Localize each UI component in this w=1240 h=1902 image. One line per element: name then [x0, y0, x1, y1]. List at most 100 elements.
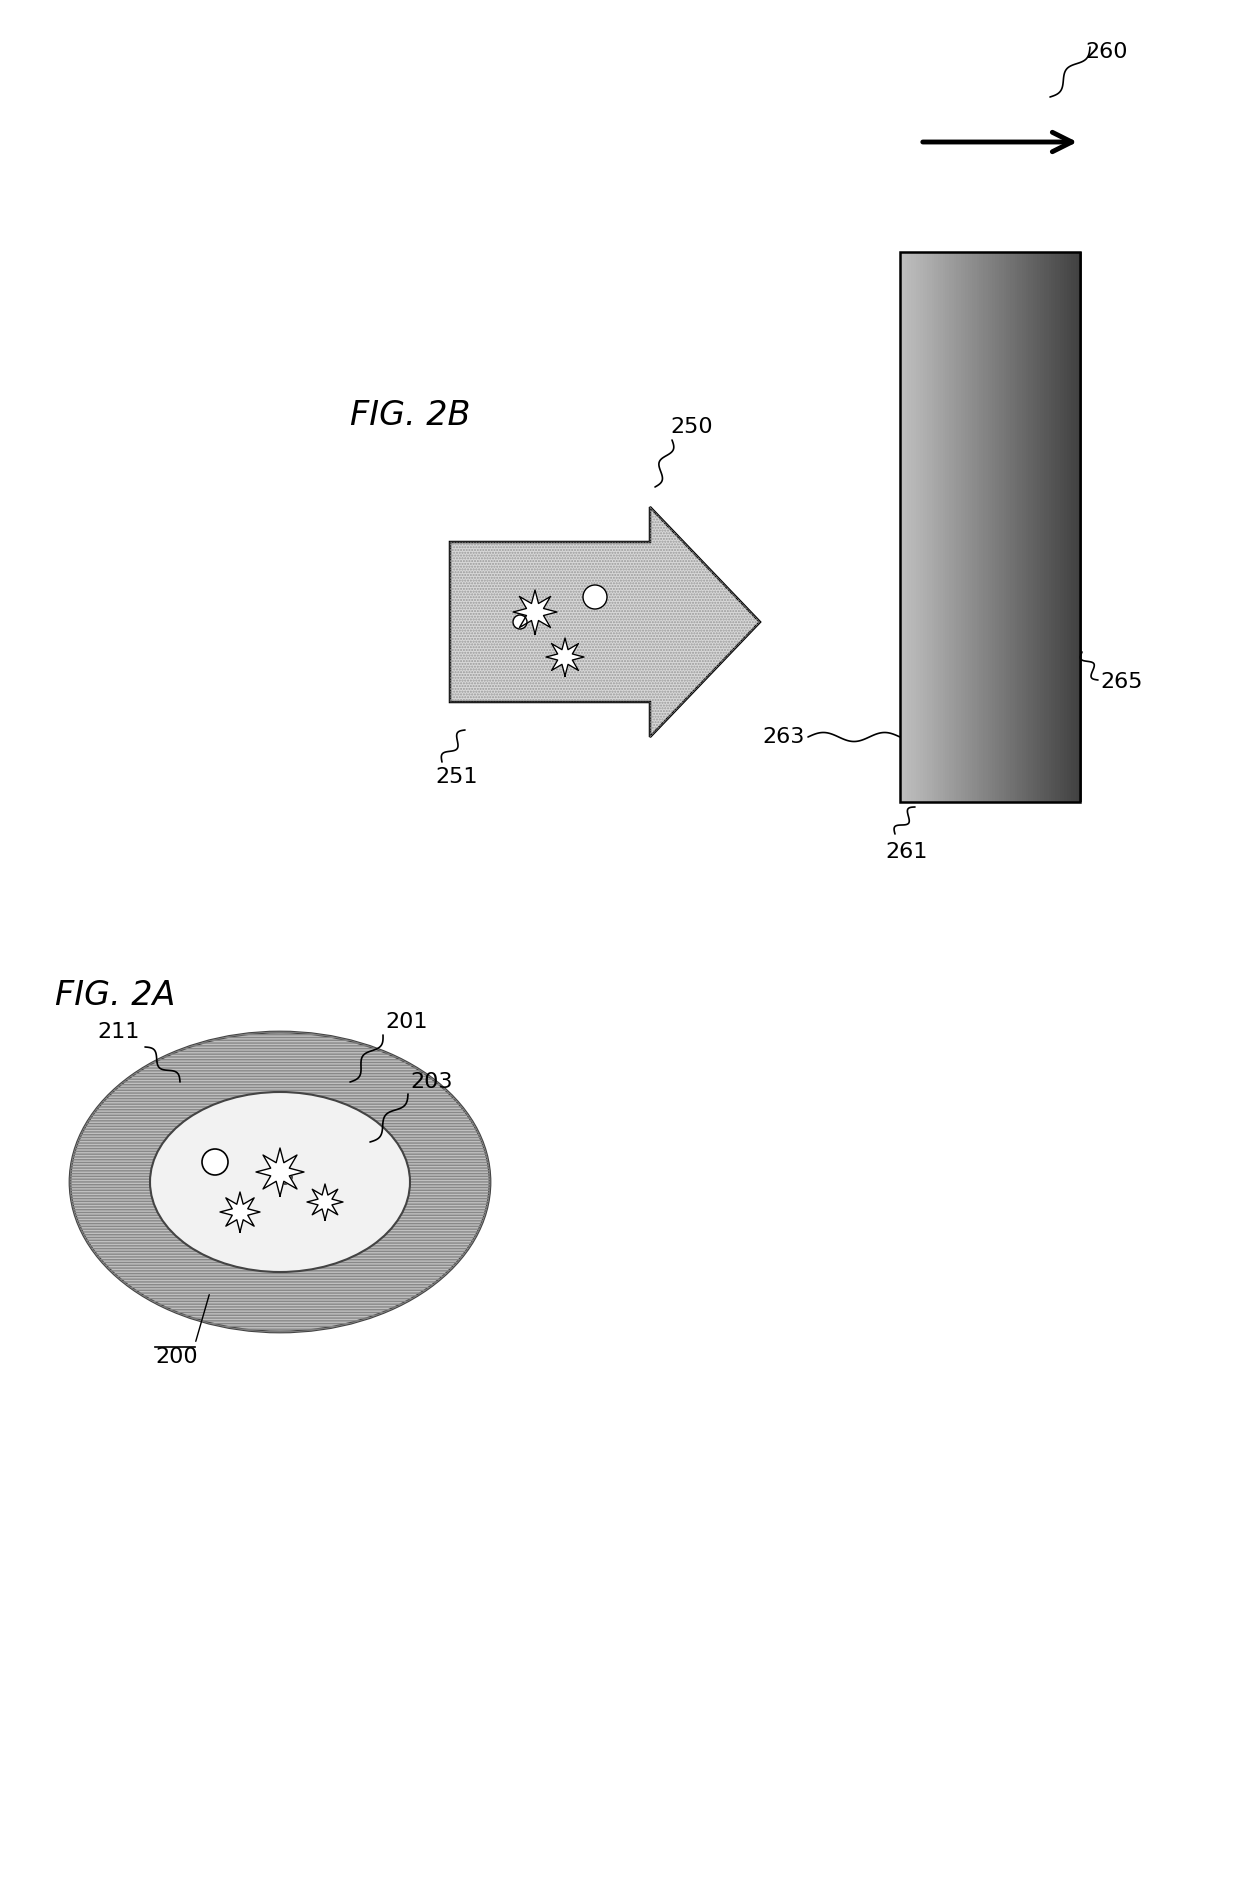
Text: 211: 211 — [98, 1021, 140, 1042]
Bar — [940, 251, 945, 803]
Text: 250: 250 — [670, 417, 713, 437]
Ellipse shape — [69, 1033, 490, 1331]
Bar — [1075, 251, 1080, 803]
Polygon shape — [450, 508, 760, 736]
Bar — [1071, 251, 1075, 803]
Text: 203: 203 — [410, 1073, 453, 1092]
Bar — [975, 251, 978, 803]
Bar — [1042, 251, 1047, 803]
Bar — [999, 251, 1003, 803]
Bar — [1035, 251, 1039, 803]
Bar — [1047, 251, 1050, 803]
Bar — [981, 251, 986, 803]
Bar — [1022, 251, 1025, 803]
Bar — [925, 251, 929, 803]
Bar — [977, 251, 981, 803]
Bar — [906, 251, 911, 803]
Bar — [1060, 251, 1064, 803]
Bar — [1033, 251, 1037, 803]
Text: FIG. 2A: FIG. 2A — [55, 980, 175, 1012]
Bar — [972, 251, 976, 803]
Bar — [1055, 251, 1059, 803]
Bar — [945, 251, 950, 803]
Bar — [1030, 251, 1034, 803]
Bar — [1017, 251, 1022, 803]
Bar — [914, 251, 918, 803]
Bar — [963, 251, 967, 803]
Bar — [988, 251, 992, 803]
Bar — [992, 251, 997, 803]
Bar — [965, 251, 970, 803]
Polygon shape — [255, 1149, 304, 1196]
Bar — [1003, 251, 1008, 803]
Bar — [1050, 251, 1055, 803]
Bar — [983, 251, 987, 803]
Text: 201: 201 — [384, 1012, 428, 1033]
Bar — [1066, 251, 1071, 803]
Bar — [1028, 251, 1033, 803]
Bar — [1078, 251, 1083, 803]
Text: 265: 265 — [1100, 671, 1142, 692]
Bar — [947, 251, 951, 803]
Bar — [997, 251, 1001, 803]
Bar — [990, 251, 994, 803]
Bar — [1011, 251, 1014, 803]
Bar — [903, 251, 906, 803]
Bar — [1074, 251, 1078, 803]
Bar — [1001, 251, 1006, 803]
Text: FIG. 2B: FIG. 2B — [350, 399, 470, 432]
Circle shape — [278, 1170, 291, 1185]
Bar — [952, 251, 956, 803]
Bar — [929, 251, 934, 803]
Bar — [909, 251, 913, 803]
Circle shape — [583, 586, 608, 609]
Polygon shape — [513, 590, 557, 633]
Bar — [959, 251, 962, 803]
Bar — [1053, 251, 1058, 803]
Bar — [1037, 251, 1042, 803]
Bar — [1025, 251, 1030, 803]
Polygon shape — [219, 1193, 260, 1232]
Bar — [986, 251, 990, 803]
Bar — [954, 251, 959, 803]
Bar — [1061, 251, 1066, 803]
Polygon shape — [546, 637, 584, 675]
Bar — [936, 251, 940, 803]
Text: 200: 200 — [155, 1347, 197, 1368]
Bar — [920, 251, 925, 803]
Bar — [978, 251, 983, 803]
Circle shape — [513, 614, 527, 630]
Bar — [1024, 251, 1028, 803]
Bar — [916, 251, 920, 803]
Bar — [1039, 251, 1044, 803]
Bar — [1014, 251, 1019, 803]
Bar — [939, 251, 942, 803]
Bar — [994, 251, 998, 803]
Bar — [904, 251, 909, 803]
Bar — [1044, 251, 1048, 803]
Bar — [1008, 251, 1012, 803]
Bar — [967, 251, 972, 803]
Polygon shape — [308, 1185, 343, 1219]
Bar — [928, 251, 931, 803]
Bar — [1006, 251, 1011, 803]
Bar — [934, 251, 937, 803]
Bar — [1013, 251, 1017, 803]
Text: 263: 263 — [763, 727, 805, 747]
Text: 251: 251 — [435, 767, 477, 787]
Circle shape — [202, 1149, 228, 1175]
Bar — [1064, 251, 1069, 803]
Bar — [1049, 251, 1053, 803]
Bar — [900, 251, 1080, 803]
Bar — [942, 251, 947, 803]
Ellipse shape — [150, 1092, 410, 1272]
Bar — [1058, 251, 1061, 803]
Bar — [950, 251, 954, 803]
Text: 261: 261 — [885, 843, 928, 862]
Bar — [923, 251, 926, 803]
Bar — [918, 251, 923, 803]
Text: 260: 260 — [1085, 42, 1127, 63]
Bar — [970, 251, 973, 803]
Bar — [1069, 251, 1073, 803]
Bar — [1019, 251, 1023, 803]
